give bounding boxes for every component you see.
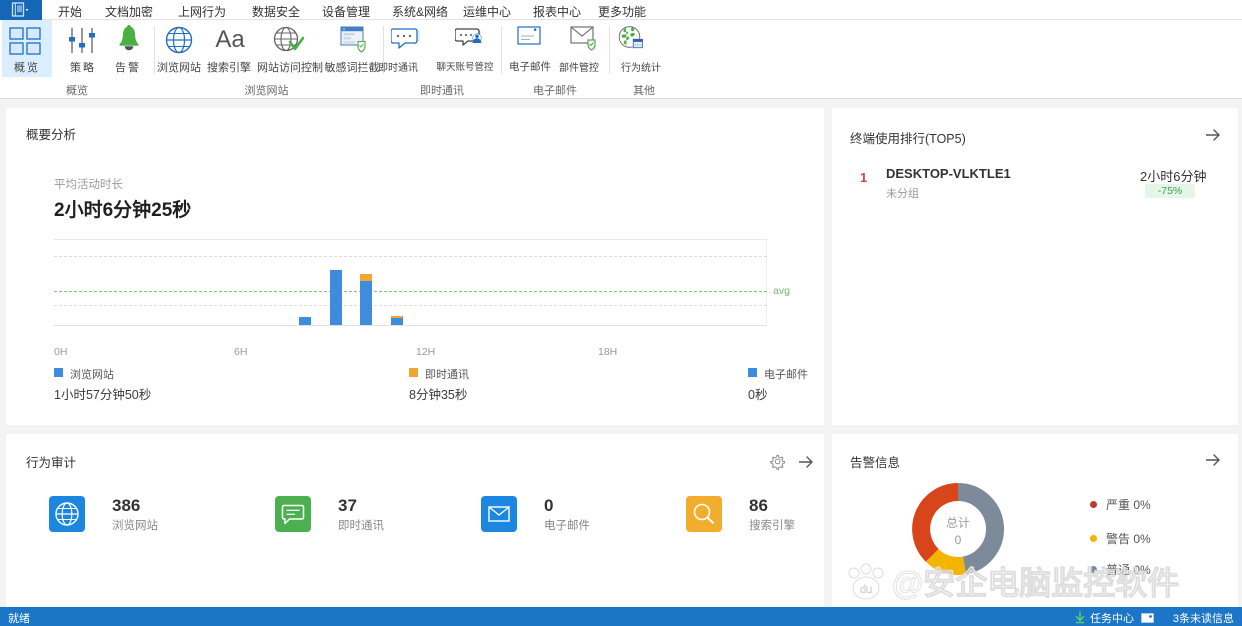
svg-text:总计: 总计: [946, 516, 970, 530]
svg-text:du: du: [860, 584, 872, 596]
svg-text:@安企电脑监控软件: @安企电脑监控软件: [892, 565, 1179, 601]
svg-text:0: 0: [955, 533, 962, 547]
